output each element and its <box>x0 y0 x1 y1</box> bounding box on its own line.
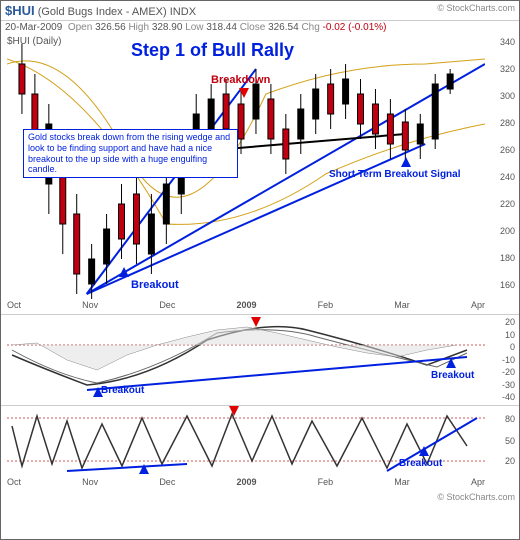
low-val: 318.44 <box>206 22 237 33</box>
sub2-down-arrow-icon <box>229 406 239 416</box>
breakdown-label: Breakdown <box>211 74 270 86</box>
main-yaxis: 340320 300280 260240 220200 180160 <box>487 34 517 314</box>
symbol: $HUI <box>5 3 35 18</box>
breakout-arrow-icon <box>119 267 129 277</box>
short-term-label: Short Term Breakout Signal <box>329 169 461 180</box>
xtick: Nov <box>82 300 98 314</box>
high-lbl: High <box>128 22 149 33</box>
xtick: Oct <box>7 477 21 491</box>
chart-header: $HUI (Gold Bugs Index - AMEX) INDX © Sto… <box>1 1 519 21</box>
xtick: Dec <box>159 300 175 314</box>
sub2-up-arrow-icon <box>139 464 149 474</box>
sub2-xaxis: Oct Nov Dec 2009 Feb Mar Apr <box>7 477 485 491</box>
sub-chart-2: Breakout 805020 Oct Nov Dec 2009 Feb Mar Apr <box>1 405 519 491</box>
xtick: Nov <box>82 477 98 491</box>
main-xaxis: Oct Nov Dec 2009 Feb Mar Apr <box>7 300 485 314</box>
breakout-label-1: Breakout <box>131 279 179 291</box>
date: 20-Mar-2009 <box>5 22 62 33</box>
xtick: Mar <box>394 477 410 491</box>
annotation-box: Gold stocks break down from the rising w… <box>23 129 238 178</box>
sub1-breakout-1: Breakout <box>101 385 144 396</box>
footer: © StockCharts.com <box>1 491 519 503</box>
chg-lbl: Chg <box>301 22 319 33</box>
open-lbl: Open <box>68 22 92 33</box>
sub1-svg <box>7 315 487 405</box>
xtick: Apr <box>471 300 485 314</box>
xtick: Apr <box>471 477 485 491</box>
sub2-yaxis: 805020 <box>487 406 517 491</box>
index-type: INDX <box>170 6 196 18</box>
sub1-down-arrow-icon <box>251 317 261 327</box>
breakdown-arrow-icon <box>239 88 249 98</box>
xtick: Oct <box>7 300 21 314</box>
sub1-up-arrow2-icon <box>446 358 456 368</box>
ohlc-row: 20-Mar-2009 Open 326.56 High 328.90 Low … <box>1 21 519 34</box>
sub2-breakout: Breakout <box>399 458 442 469</box>
sub1-yaxis: 2010 0-10 -20-30 -40 <box>487 315 517 405</box>
sub-chart-1: Breakout Breakout 2010 0-10 -20-30 -40 <box>1 314 519 405</box>
chart-container: $HUI (Gold Bugs Index - AMEX) INDX © Sto… <box>0 0 520 540</box>
xtick: 2009 <box>236 477 256 491</box>
attribution: © StockCharts.com <box>437 3 515 13</box>
short-term-arrow-icon <box>401 157 411 167</box>
xtick: Dec <box>159 477 175 491</box>
close-val: 326.54 <box>268 22 299 33</box>
xtick: Feb <box>318 477 334 491</box>
index-name: (Gold Bugs Index - AMEX) <box>38 6 167 18</box>
xtick: Feb <box>318 300 334 314</box>
sub2-up-arrow2-icon <box>419 446 429 456</box>
open-val: 326.56 <box>95 22 126 33</box>
chg-val: -0.02 (-0.01%) <box>323 22 387 33</box>
low-lbl: Low <box>185 22 203 33</box>
xtick: 2009 <box>236 300 256 314</box>
close-lbl: Close <box>240 22 266 33</box>
high-val: 328.90 <box>152 22 183 33</box>
sub1-breakout-2: Breakout <box>431 370 474 381</box>
xtick: Mar <box>394 300 410 314</box>
main-chart: $HUI (Daily) Step 1 of Bull Rally <box>1 34 519 314</box>
